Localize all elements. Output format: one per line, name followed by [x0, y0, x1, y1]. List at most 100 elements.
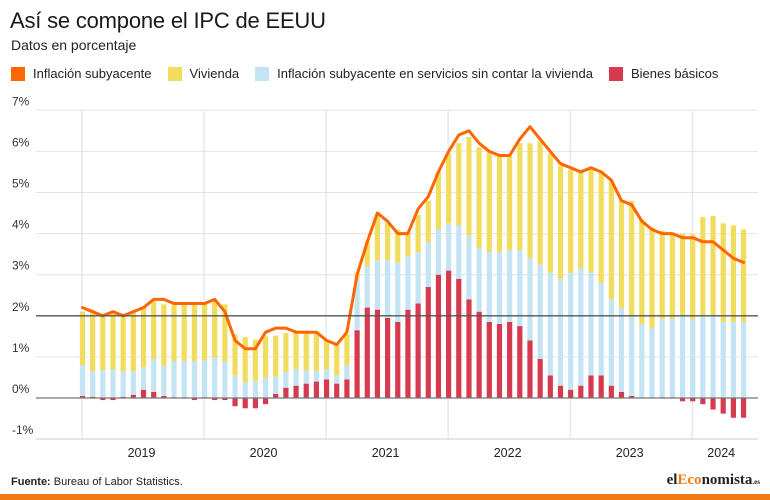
- bar-goods: [446, 270, 452, 398]
- legend-label-shelter: Vivienda: [189, 66, 240, 81]
- bar-services: [283, 372, 289, 388]
- core-line-series: [81, 125, 745, 351]
- bar-services: [344, 365, 350, 380]
- bar-shelter: [212, 299, 218, 358]
- legend-item-shelter: Vivienda: [167, 66, 240, 81]
- bar-goods: [710, 398, 716, 410]
- bar-shelter: [649, 227, 655, 329]
- axes: 2019 2020 2021 2022 2023 2024: [36, 315, 758, 460]
- bar-shelter: [720, 223, 726, 322]
- y-tick-label: -1%: [12, 423, 34, 437]
- bar-shelter: [547, 153, 553, 273]
- bar-goods: [598, 375, 604, 398]
- bar-shelter: [568, 169, 574, 273]
- bar-shelter: [161, 304, 167, 366]
- bar-shelter: [700, 217, 706, 316]
- y-tick-label: 4%: [12, 218, 30, 232]
- bar-goods: [496, 324, 503, 398]
- bar-services: [679, 315, 686, 398]
- bar-shelter: [425, 200, 431, 242]
- bar-services: [151, 358, 157, 392]
- bar-services: [507, 250, 513, 322]
- bar-goods: [140, 389, 147, 398]
- bar-shelter: [90, 311, 96, 372]
- bar-services: [466, 235, 472, 300]
- bar-shelter: [181, 303, 187, 362]
- x-tick-label: 2021: [372, 446, 400, 460]
- bar-goods: [130, 394, 136, 398]
- bar-services: [191, 361, 197, 398]
- bar-services: [557, 278, 564, 386]
- legend-swatch-goods: [608, 66, 623, 81]
- bar-shelter: [476, 147, 482, 248]
- bar-services: [517, 250, 523, 327]
- bar-goods: [344, 379, 350, 398]
- bar-goods: [405, 309, 411, 398]
- bar-goods: [252, 398, 258, 409]
- bar-shelter: [537, 141, 543, 265]
- bar-services: [547, 272, 553, 376]
- legend-label-services: Inflación subyacente en servicios sin co…: [277, 66, 593, 81]
- bar-goods: [720, 398, 726, 414]
- brand-el: el: [666, 472, 678, 488]
- legend-label-goods: Bienes básicos: [630, 66, 719, 81]
- bar-shelter: [466, 137, 472, 236]
- chart-title: Así se compone el IPC de EEUU: [10, 8, 326, 33]
- y-tick-label: 3%: [12, 259, 30, 273]
- bar-services: [262, 377, 269, 398]
- bar-services: [171, 361, 177, 398]
- bar-shelter: [618, 200, 625, 308]
- bar-shelter: [598, 171, 604, 283]
- bar-shelter: [283, 333, 289, 373]
- bar-services: [578, 268, 584, 386]
- bar-goods: [547, 375, 553, 398]
- bar-goods: [293, 385, 299, 398]
- bar-goods: [100, 398, 106, 401]
- bar-shelter: [191, 303, 197, 362]
- legend-swatch-shelter: [167, 66, 182, 81]
- bar-shelter: [740, 229, 747, 322]
- bar-goods: [191, 398, 197, 401]
- bar-shelter: [456, 143, 462, 226]
- bar-shelter: [140, 307, 147, 368]
- y-tick-label: 6%: [12, 135, 30, 149]
- x-tick-label: 2024: [707, 446, 735, 460]
- bar-services: [690, 319, 696, 398]
- bar-goods: [476, 311, 482, 398]
- bar-shelter: [659, 230, 665, 320]
- bar-services: [639, 324, 645, 398]
- bar-goods: [354, 330, 360, 398]
- bar-services: [90, 371, 96, 397]
- bar-goods: [303, 383, 309, 398]
- bar-services: [374, 260, 381, 310]
- y-tick-label: 2%: [12, 300, 30, 314]
- bar-services: [364, 266, 370, 308]
- bar-shelter: [517, 143, 523, 251]
- bar-services: [446, 223, 452, 271]
- bar-goods: [608, 385, 614, 398]
- bar-services: [293, 369, 299, 386]
- bar-goods: [730, 398, 736, 418]
- chart-subtitle: Datos en porcentaje: [11, 37, 137, 53]
- bar-services: [588, 272, 594, 376]
- bar-shelter: [334, 344, 340, 376]
- bar-shelter: [313, 332, 320, 372]
- bar-shelter: [710, 215, 716, 316]
- y-tick-label: 1%: [12, 341, 30, 355]
- bar-shelter: [242, 337, 248, 383]
- bar-services: [618, 307, 625, 392]
- bar-goods: [313, 381, 320, 398]
- bar-goods: [364, 307, 370, 398]
- bar-services: [740, 321, 747, 398]
- x-tick-label: 2023: [616, 446, 644, 460]
- bar-goods: [466, 299, 472, 398]
- bar-shelter: [669, 232, 675, 320]
- bar-goods: [527, 340, 533, 398]
- bar-services: [425, 241, 431, 288]
- bar-services: [415, 252, 421, 304]
- bar-services: [273, 376, 279, 394]
- bar-shelter: [100, 313, 106, 371]
- bar-goods: [568, 389, 574, 398]
- bar-services: [537, 264, 543, 359]
- bar-goods: [262, 398, 269, 405]
